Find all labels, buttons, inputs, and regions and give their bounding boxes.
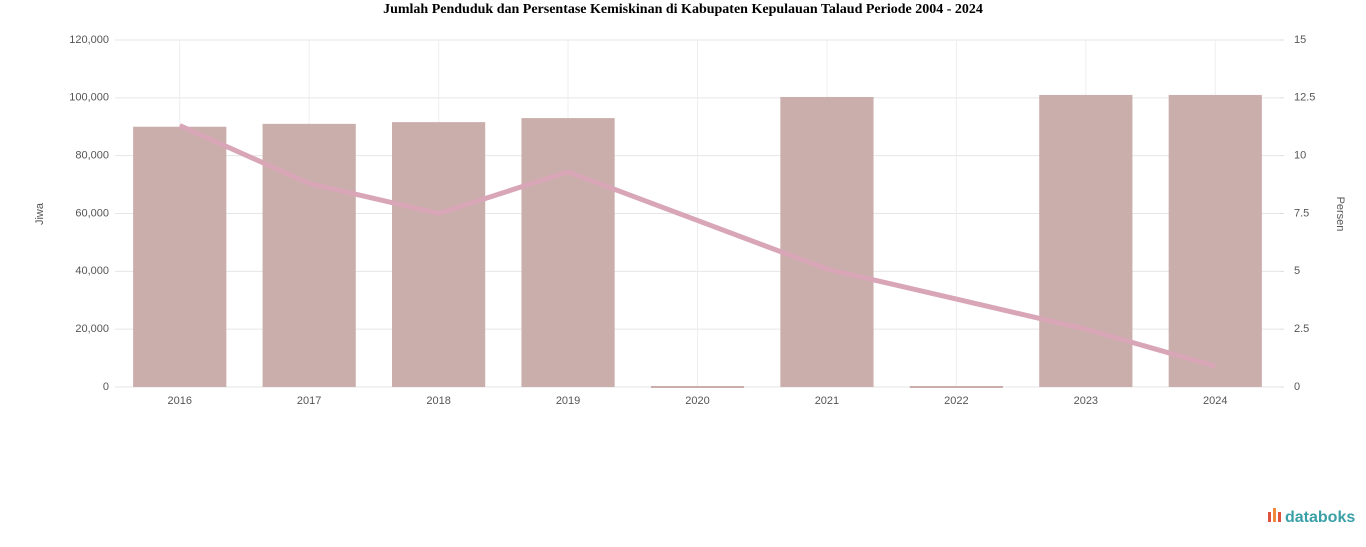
y2-tick-label: 10: [1294, 150, 1306, 162]
bar: [909, 386, 1003, 388]
bar: [780, 96, 874, 388]
y-tick-label: 80,000: [75, 150, 109, 162]
y-tick-label: 20,000: [75, 323, 109, 335]
x-tick-label: 2018: [426, 395, 450, 407]
y-tick-label: 0: [103, 381, 109, 393]
brand: databoks: [1285, 509, 1355, 526]
y-tick-label: 60,000: [75, 207, 109, 219]
x-tick-label: 2017: [297, 395, 321, 407]
y2-tick-label: 12.5: [1294, 92, 1315, 104]
y-tick-label: 40,000: [75, 265, 109, 277]
y2-tick-label: 15: [1294, 34, 1306, 46]
y2-tick-label: 0: [1294, 381, 1300, 393]
x-tick-label: 2023: [1074, 395, 1098, 407]
x-tick-label: 2024: [1203, 395, 1227, 407]
bar: [650, 386, 745, 388]
x-tick-label: 2019: [556, 395, 580, 407]
logo: databoks: [1268, 508, 1355, 526]
bar: [521, 118, 615, 387]
x-tick-label: 2021: [815, 395, 839, 407]
bar: [133, 126, 227, 387]
x-tick-label: 2022: [944, 395, 968, 407]
y2-tick-label: 7.5: [1294, 207, 1309, 219]
bar: [1039, 94, 1133, 388]
chart-title: Jumlah Penduduk dan Persentase Kemiskina…: [383, 2, 983, 17]
y-tick-label: 100,000: [69, 92, 109, 104]
x-tick-label: 2020: [685, 395, 709, 407]
bar: [262, 123, 356, 387]
bar: [1168, 94, 1262, 388]
y2-tick-label: 5: [1294, 265, 1300, 277]
line: [178, 123, 1216, 369]
x-tick-label: 2016: [167, 395, 191, 407]
y2-tick-label: 2.5: [1294, 323, 1309, 335]
y2-axis-label: Persen: [1334, 197, 1346, 232]
y-axis-label: Jiwa: [34, 202, 46, 225]
y-tick-label: 120,000: [69, 34, 109, 46]
bar: [392, 122, 486, 387]
